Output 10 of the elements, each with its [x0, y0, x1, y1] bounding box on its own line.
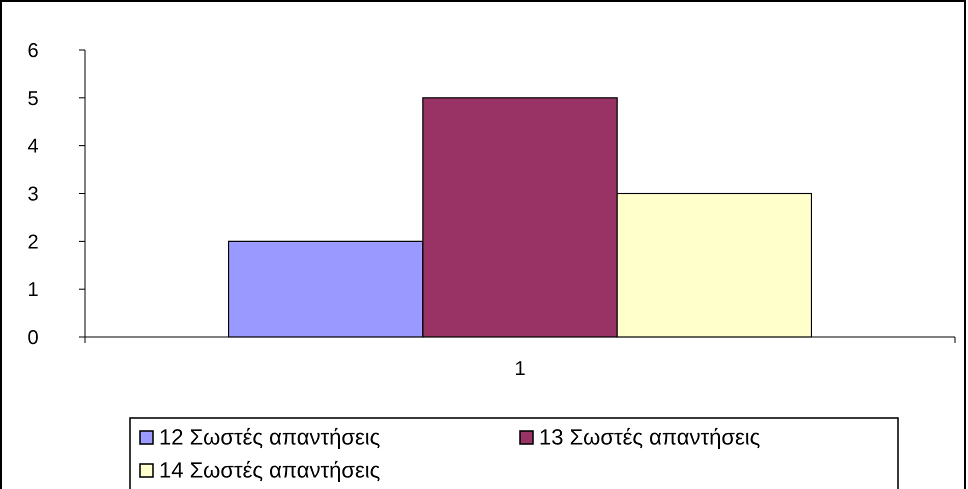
- legend-label: 13 Σωστές απαντήσεις: [539, 424, 760, 450]
- y-tick-label: 5: [27, 88, 39, 110]
- y-tick-label: 4: [27, 136, 39, 158]
- y-tick-label: 1: [27, 279, 39, 302]
- legend-label: 12 Σωστές απαντήσεις: [159, 424, 380, 450]
- y-tick-label: 2: [27, 231, 39, 254]
- y-tick-label: 0: [27, 327, 39, 349]
- legend-label: 14 Σωστές απαντήσεις: [159, 458, 380, 483]
- y-tick-label: 3: [27, 184, 39, 206]
- y-tick-label: 6: [27, 40, 39, 62]
